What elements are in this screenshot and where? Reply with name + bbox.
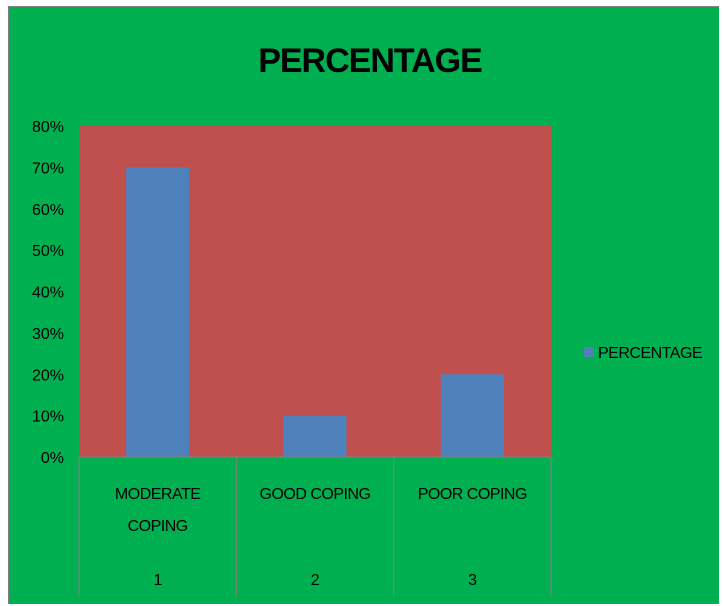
x-category-number: 1: [153, 572, 162, 589]
y-tick-label: 80%: [32, 119, 64, 136]
legend-swatch: [584, 347, 594, 357]
bar: [126, 167, 190, 457]
y-tick-label: 10%: [32, 409, 64, 426]
x-category-label: POOR COPING: [418, 486, 527, 503]
legend-label: PERCENTAGE: [598, 345, 702, 362]
x-category-number: 2: [311, 572, 320, 589]
bars: [126, 167, 504, 457]
y-tick-label: 70%: [32, 160, 64, 177]
legend: PERCENTAGE: [584, 345, 703, 362]
chart-title: PERCENTAGE: [258, 42, 482, 80]
y-tick-label: 30%: [32, 326, 64, 343]
x-category-label: GOOD COPING: [260, 486, 371, 503]
x-category-number: 3: [468, 572, 477, 589]
y-tick-label: 40%: [32, 285, 64, 302]
x-axis: MODERATE COPING 1 GOOD COPING 2 POOR COPING 3: [78, 456, 552, 598]
y-axis: 0% 10% 20% 30% 40% 50% 60% 70% 80%: [32, 119, 64, 467]
y-tick-label: 60%: [32, 202, 64, 219]
y-tick-label: 50%: [32, 243, 64, 260]
bar: [283, 415, 347, 457]
x-category-label: MODERATE COPING: [115, 486, 200, 535]
bar: [440, 374, 504, 457]
y-tick-label: 20%: [32, 367, 64, 384]
y-tick-label: 0%: [41, 450, 64, 467]
